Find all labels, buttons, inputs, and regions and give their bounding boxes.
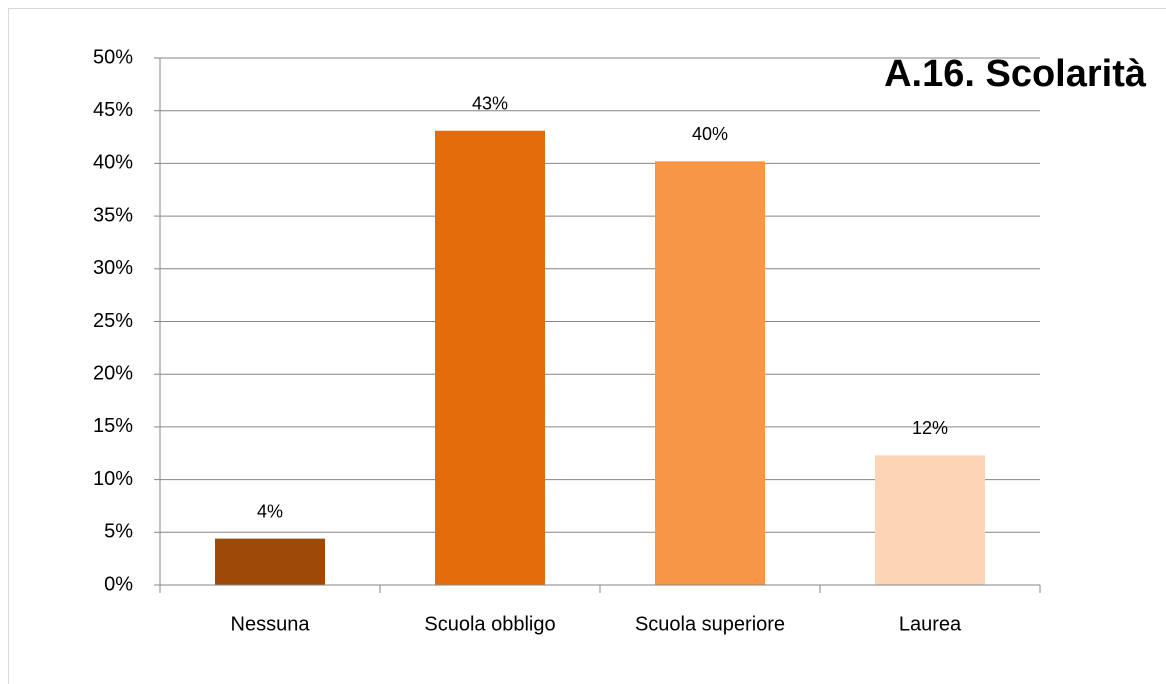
y-tick-label: 50% [93,46,133,68]
bar [875,455,985,585]
y-tick-label: 5% [104,521,133,543]
x-tick-label: Scuola superiore [635,613,785,635]
y-tick-label: 10% [93,468,133,490]
data-label: 12% [912,418,948,438]
bar [215,538,325,585]
y-tick-label: 25% [93,310,133,332]
data-label: 4% [257,501,283,521]
y-tick-label: 15% [93,415,133,437]
chart-title: A.16. Scolarità [884,53,1147,95]
x-tick-label: Nessuna [231,613,311,635]
bar [655,161,765,586]
chart-frame [8,8,1166,684]
data-label: 40% [692,124,728,144]
y-tick-label: 35% [93,204,133,226]
y-tick-label: 0% [104,573,133,595]
data-label: 43% [472,93,508,113]
y-tick-label: 30% [93,257,133,279]
x-tick-label: Scuola obbligo [424,613,555,635]
bar [435,130,545,585]
y-tick-label: 45% [93,99,133,121]
y-tick-label: 40% [93,152,133,174]
y-tick-label: 20% [93,362,133,384]
x-tick-label: Laurea [899,613,962,635]
